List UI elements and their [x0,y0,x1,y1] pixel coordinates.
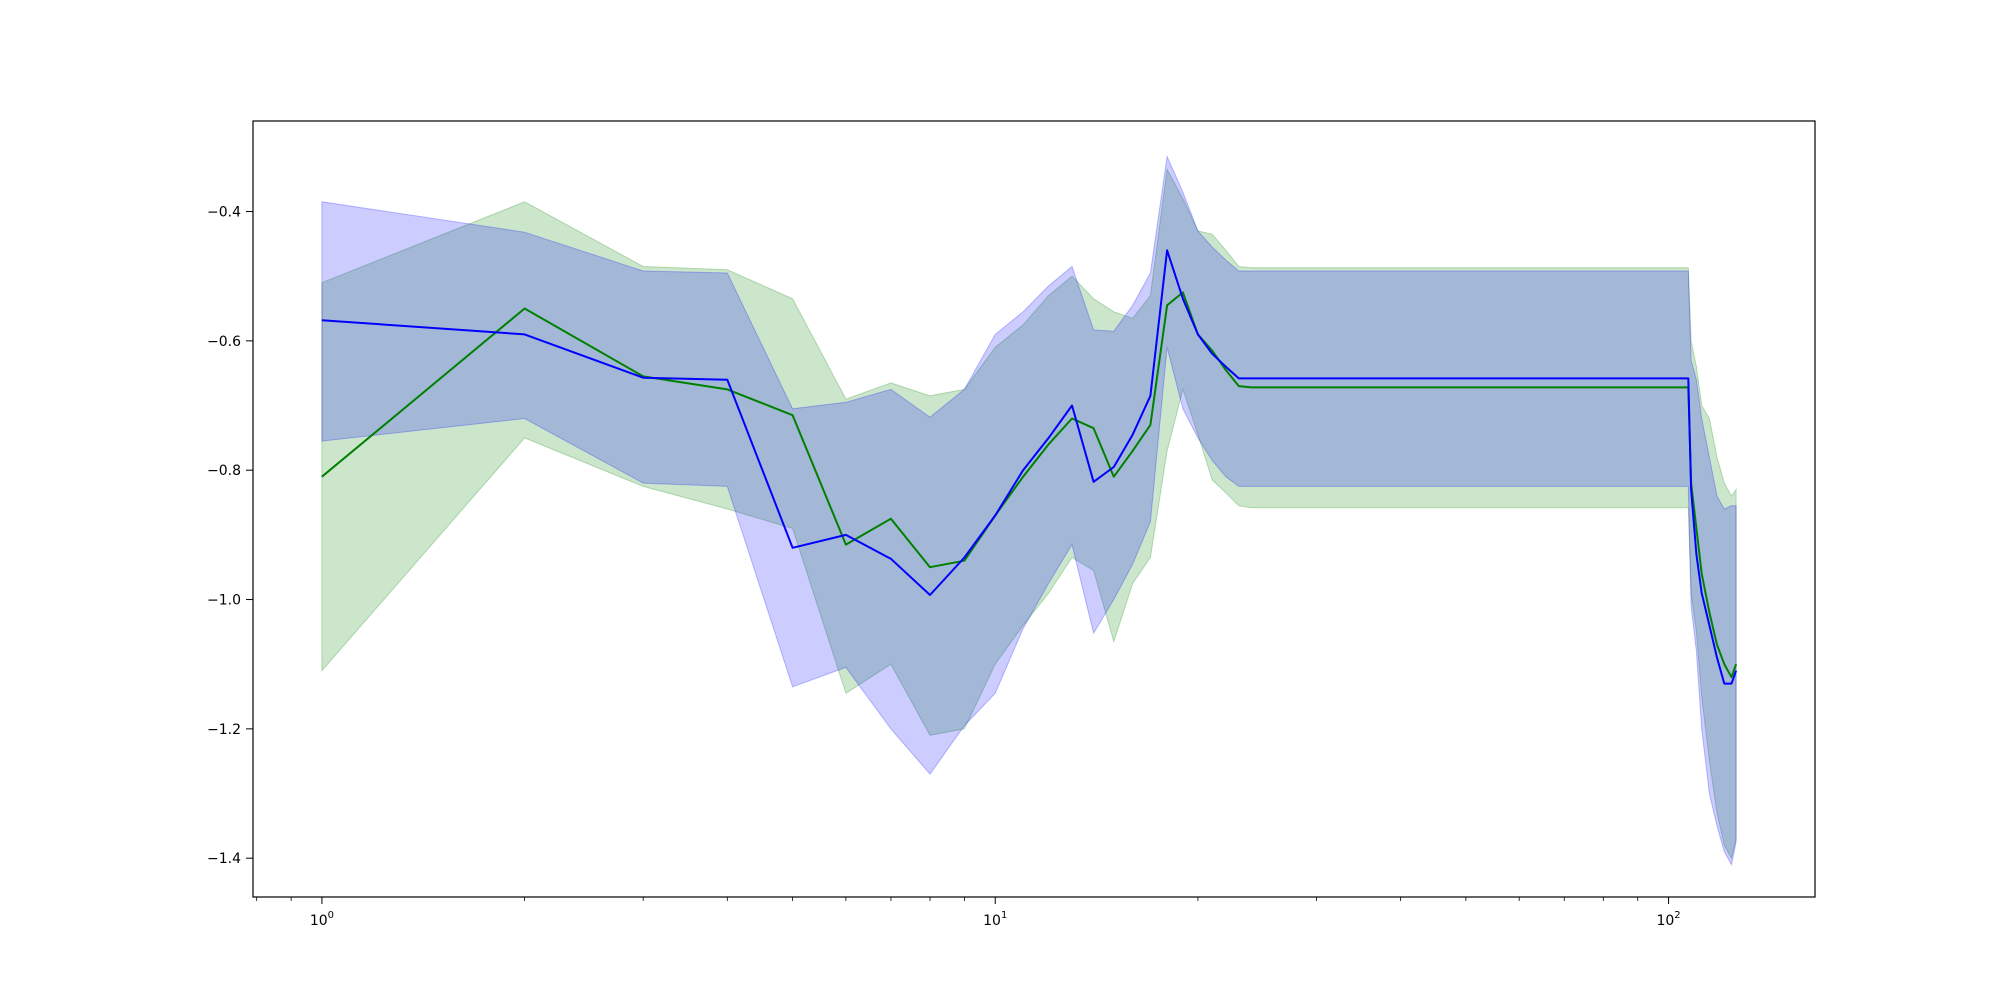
series-1-band [321,167,1737,860]
y-tick-label: −0.6 [207,334,241,350]
plot-frame [252,120,1816,898]
y-tick-label: −1.0 [207,593,241,609]
confidence-bands [321,154,1737,867]
series-2-band [321,154,1737,867]
x-tick-label: 102 [1656,910,1680,929]
y-tick-label: −0.4 [207,205,241,221]
series-lines [321,249,1738,685]
series-1-line [321,291,1738,679]
x-axis: 100 101 102 [256,897,1681,929]
series-2-line [321,249,1738,685]
y-tick-label: −1.2 [207,722,241,738]
y-axis: −0.4 −0.6 −0.8 −1.0 −1.2 −1.4 [207,205,253,867]
y-tick-label: −1.4 [207,851,241,867]
x-tick-label: 100 [310,910,334,929]
x-tick-label: 101 [983,910,1007,929]
y-tick-label: −0.8 [207,463,241,479]
